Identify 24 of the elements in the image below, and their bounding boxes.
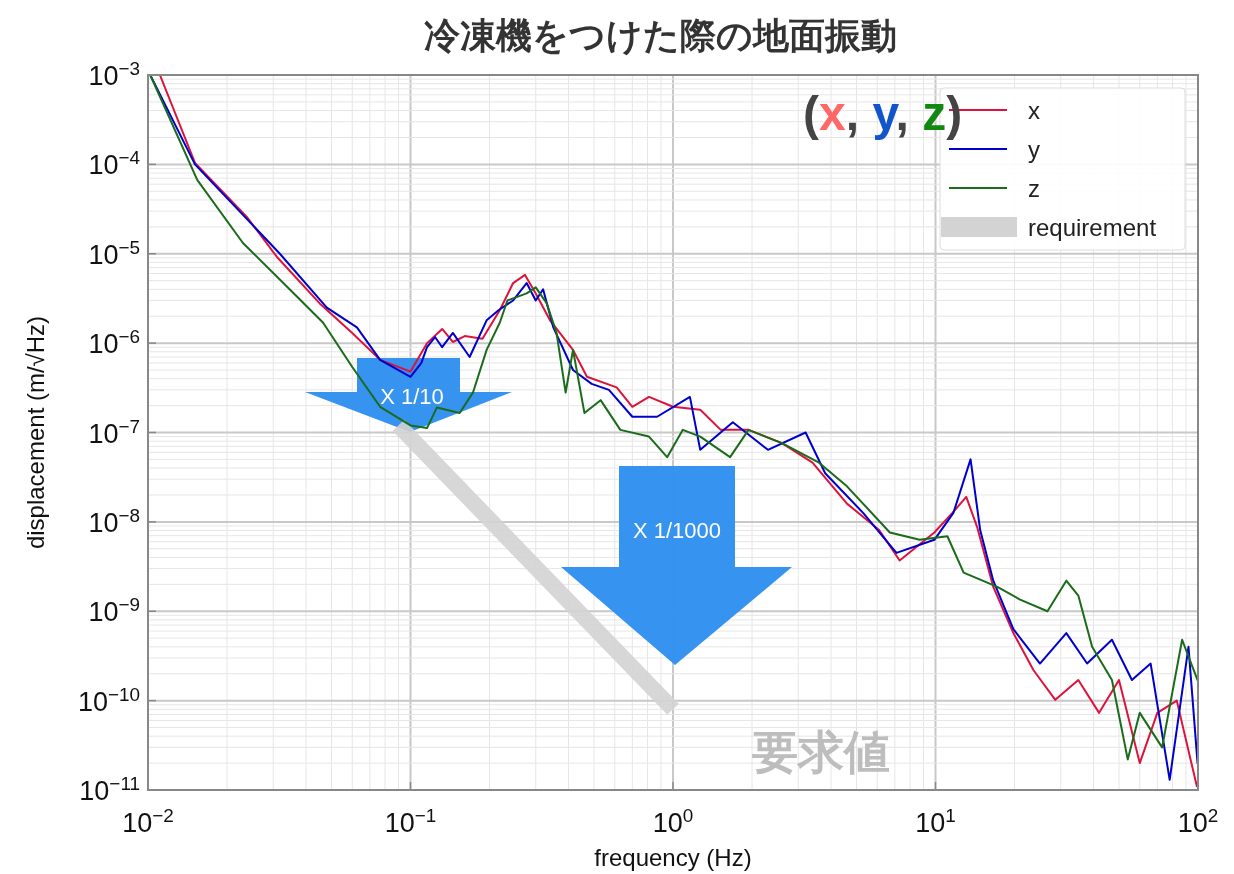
chart-title: 冷凍機をつけた際の地面振動	[423, 15, 897, 56]
x-tick-label: 10$^{0}$	[652, 804, 694, 838]
legend-label: y	[1028, 136, 1040, 163]
legend-label: requirement	[1028, 214, 1157, 241]
y-axis-title: displacement (m/√Hz)	[22, 315, 49, 550]
y-tick-label: 10$^{−4}$	[88, 146, 140, 181]
legend-label: z	[1028, 175, 1040, 202]
y-tick-label: 10$^{−5}$	[88, 236, 140, 270]
y-tick-label: 10$^{−9}$	[88, 593, 140, 628]
annotation: X 1/10	[380, 384, 444, 409]
y-tick-label: 10$^{−8}$	[88, 504, 140, 538]
y-tick-label: 10$^{−3}$	[88, 57, 140, 91]
y-tick-label: 10$^{−7}$	[88, 415, 140, 449]
y-tick-label: 10$^{−11}$	[79, 772, 140, 806]
legend-label: x	[1028, 97, 1040, 124]
y-tick-label: 10$^{−10}$	[77, 683, 140, 717]
annotation: X 1/1000	[632, 518, 722, 543]
y-tick-label: 10$^{−6}$	[88, 325, 140, 360]
x-tick-label: 10$^{−2}$	[122, 804, 174, 838]
x-tick-label: 10$^{2}$	[1177, 804, 1219, 838]
x-axis-title: frequency (Hz)	[594, 844, 752, 871]
x-tick-label: 10$^{−1}$	[384, 804, 437, 838]
x-tick-label: 10$^{1}$	[915, 804, 956, 838]
annotation: 要求値	[752, 726, 890, 778]
